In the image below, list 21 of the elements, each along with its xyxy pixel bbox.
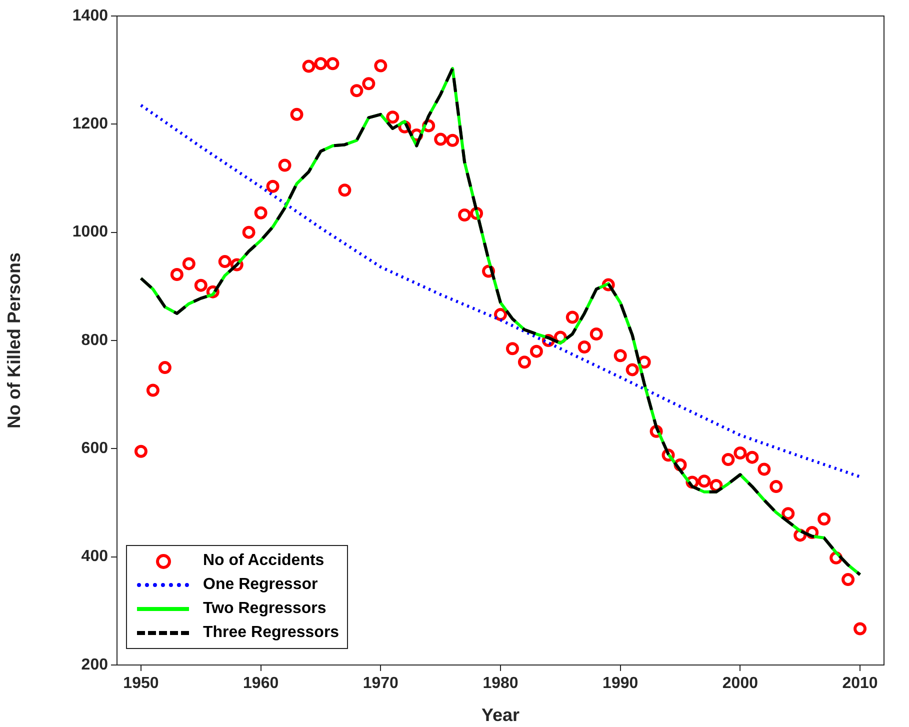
y-tick-label: 1000 [72, 224, 108, 241]
x-tick-label: 1980 [482, 675, 518, 692]
x-tick-label: 1990 [602, 675, 638, 692]
legend-label: No of Accidents [203, 552, 324, 570]
x-tick-label: 1970 [362, 675, 399, 692]
y-axis-title: No of Killed Persons [4, 252, 24, 429]
y-tick-label: 600 [81, 440, 108, 458]
y-tick-label: 400 [81, 548, 108, 566]
y-tick-label: 1400 [72, 7, 108, 24]
x-tick-label: 2010 [842, 675, 878, 692]
y-tick-label: 800 [81, 332, 108, 349]
legend-label: Two Regressors [203, 600, 326, 618]
x-tick-label: 1950 [123, 675, 159, 692]
y-tick-label: 1200 [72, 116, 108, 133]
y-tick-label: 200 [81, 656, 108, 674]
line-series [139, 104, 862, 478]
legend-label: Three Regressors [203, 624, 340, 642]
x-tick-label: 1960 [243, 675, 279, 692]
legend-label: One Regressor [203, 576, 318, 594]
x-axis-title: Year [481, 705, 520, 726]
x-tick-label: 2000 [722, 675, 758, 692]
